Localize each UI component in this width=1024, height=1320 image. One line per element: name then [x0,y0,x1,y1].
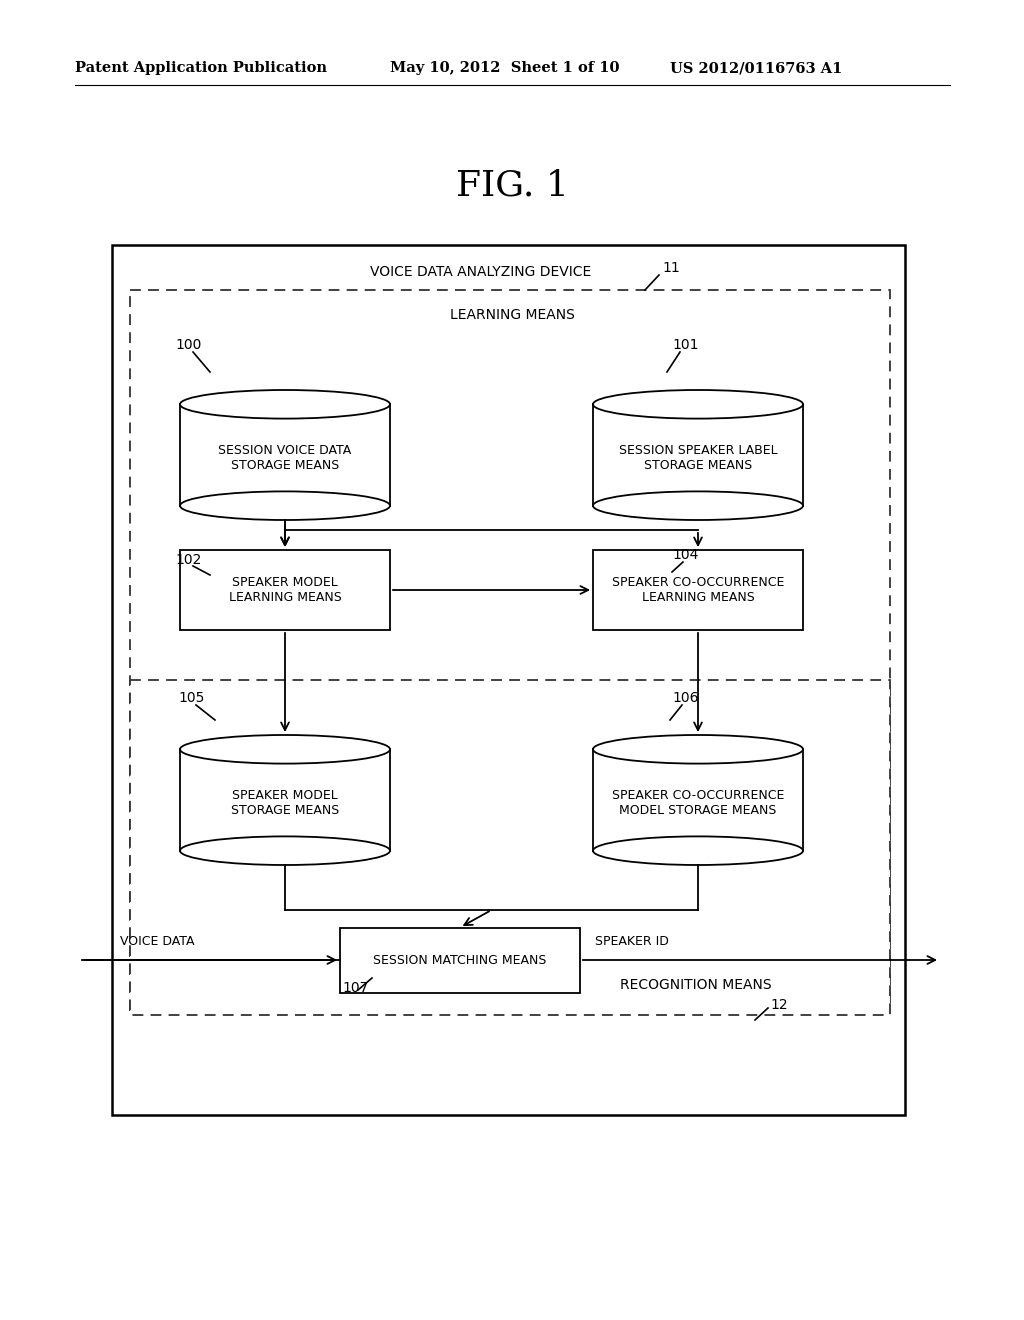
Ellipse shape [180,837,390,865]
Text: May 10, 2012  Sheet 1 of 10: May 10, 2012 Sheet 1 of 10 [390,61,620,75]
Bar [593,404,803,506]
Bar [593,750,803,850]
Text: 106: 106 [672,690,698,705]
Ellipse shape [180,389,390,418]
Bar [180,750,390,850]
Text: VOICE DATA ANALYZING DEVICE: VOICE DATA ANALYZING DEVICE [370,265,591,279]
Bar [593,550,803,630]
Text: 102: 102 [175,553,202,568]
Ellipse shape [593,837,803,865]
Text: LEARNING MEANS: LEARNING MEANS [450,308,574,322]
Text: SESSION MATCHING MEANS: SESSION MATCHING MEANS [374,953,547,966]
Text: VOICE DATA: VOICE DATA [120,935,195,948]
Text: 105: 105 [178,690,205,705]
Text: US 2012/0116763 A1: US 2012/0116763 A1 [670,61,843,75]
Text: 12: 12 [770,998,787,1012]
Text: SESSION SPEAKER LABEL
STORAGE MEANS: SESSION SPEAKER LABEL STORAGE MEANS [618,444,777,471]
Ellipse shape [593,389,803,418]
Text: 100: 100 [175,338,202,352]
Text: FIG. 1: FIG. 1 [456,168,568,202]
Bar [180,550,390,630]
Text: SESSION VOICE DATA
STORAGE MEANS: SESSION VOICE DATA STORAGE MEANS [218,444,351,471]
Text: SPEAKER ID: SPEAKER ID [595,935,669,948]
Text: SPEAKER CO-OCCURRENCE
MODEL STORAGE MEANS: SPEAKER CO-OCCURRENCE MODEL STORAGE MEAN… [611,789,784,817]
Text: Patent Application Publication: Patent Application Publication [75,61,327,75]
Ellipse shape [593,735,803,763]
Text: SPEAKER MODEL
LEARNING MEANS: SPEAKER MODEL LEARNING MEANS [228,576,341,605]
Text: 101: 101 [672,338,698,352]
Bar [180,404,390,506]
Text: RECOGNITION MEANS: RECOGNITION MEANS [620,978,772,993]
Ellipse shape [180,491,390,520]
Text: 104: 104 [672,548,698,562]
Text: SPEAKER CO-OCCURRENCE
LEARNING MEANS: SPEAKER CO-OCCURRENCE LEARNING MEANS [611,576,784,605]
Ellipse shape [593,491,803,520]
Bar [340,928,580,993]
Text: SPEAKER MODEL
STORAGE MEANS: SPEAKER MODEL STORAGE MEANS [230,789,339,817]
Text: 11: 11 [662,261,680,275]
Text: 107: 107 [342,981,369,995]
Bar [130,290,890,1010]
Ellipse shape [180,735,390,763]
Bar [130,680,890,1015]
Bar [112,246,905,1115]
